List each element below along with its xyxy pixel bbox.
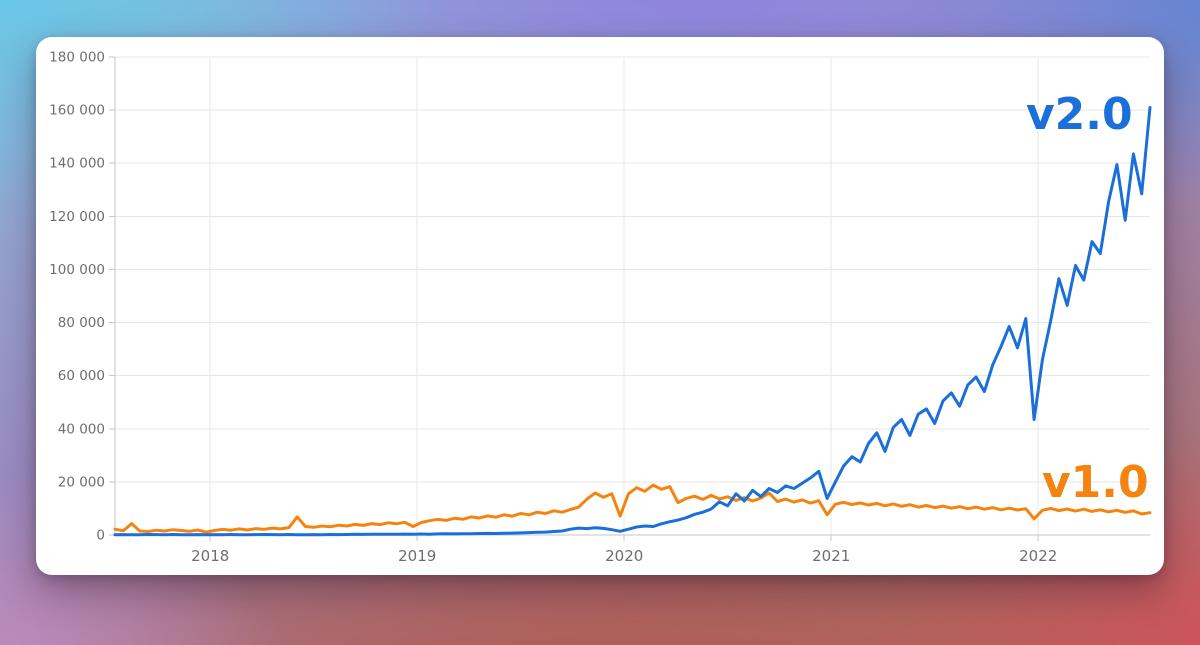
chart-card: 2018 2019 2020 2021 2022 0 20 000 40 000 60 000 8… [36,37,1164,575]
y-tick-label: 20 000 [58,474,105,490]
y-tick-label: 40 000 [58,421,105,437]
y-tick-label: 60 000 [58,368,105,384]
x-tick-label: 2022 [1019,547,1057,565]
y-tick-label: 80 000 [58,315,105,331]
x-tick-label: 2018 [191,547,229,565]
y-tick-label: 140 000 [49,156,105,172]
line-chart: 2018 2019 2020 2021 2022 0 20 000 40 000 60 000 8… [49,50,1152,565]
y-tick-label: 0 [96,528,105,544]
y-tick-label: 160 000 [49,103,105,119]
x-tick-label: 2019 [398,547,436,565]
y-tick-label: 100 000 [49,262,105,278]
y-tick-label: 180 000 [49,50,105,66]
y-tick-label: 120 000 [49,209,105,225]
series-line-v2.0 [113,106,1152,537]
x-tick-label: 2020 [605,547,643,565]
x-tick-label: 2021 [812,547,850,565]
series-label-v1: v1.0 [1042,457,1149,508]
series-line-v1.0 [113,483,1152,534]
series-label-v2: v2.0 [1026,89,1133,140]
